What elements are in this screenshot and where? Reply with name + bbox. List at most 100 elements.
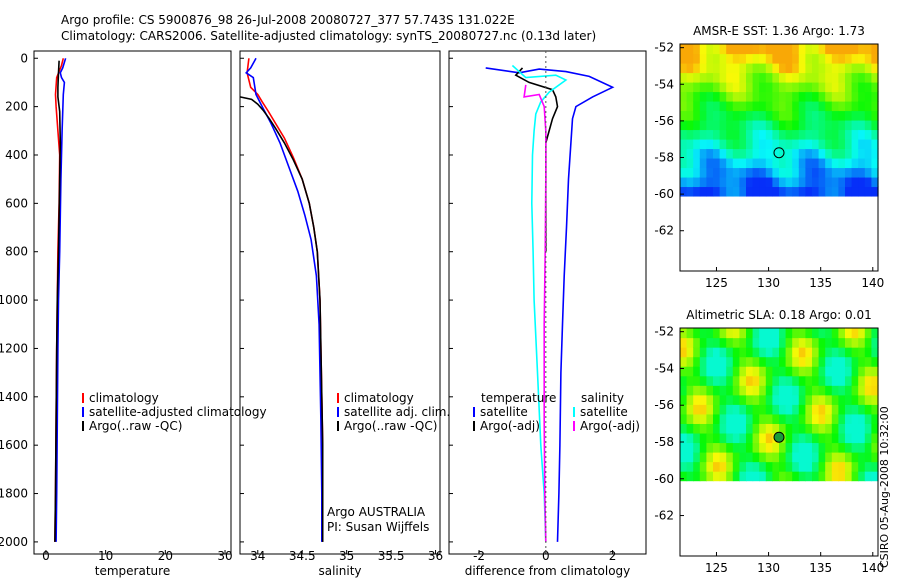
heatmap-cell	[818, 347, 826, 358]
heatmap-cell	[838, 451, 846, 463]
heatmap-cell	[798, 423, 806, 434]
heatmap-cell	[699, 442, 707, 453]
heatmap-cell	[838, 81, 846, 93]
heatmap-cell	[798, 186, 806, 197]
heatmap-cell	[713, 471, 721, 482]
heatmap-cell	[871, 148, 879, 159]
heatmap-cell	[871, 81, 879, 93]
heatmap-cell	[726, 385, 734, 396]
heatmap-cell	[693, 81, 701, 93]
heatmap-cell	[680, 129, 688, 140]
heatmap-cell	[845, 119, 853, 131]
heatmap-cell	[713, 119, 721, 131]
heatmap-cell	[699, 461, 707, 472]
heatmap-cell	[713, 423, 721, 434]
map-y-tick-label: -60	[654, 187, 674, 201]
heatmap-cell	[693, 385, 701, 396]
heatmap-cell	[693, 44, 701, 55]
heatmap-cell	[818, 442, 826, 453]
heatmap-cell	[831, 328, 839, 339]
heatmap-cell	[825, 461, 833, 472]
heatmap-cell	[732, 176, 740, 188]
heatmap-cell	[680, 471, 688, 482]
x-tick-label: 34	[250, 549, 265, 563]
heatmap-cell	[719, 72, 727, 83]
heatmap-cell	[772, 81, 780, 93]
heatmap-cell	[845, 413, 853, 424]
series-line-argo-raw-qc-	[54, 60, 62, 542]
heatmap-cell	[706, 385, 714, 396]
heatmap-cell	[719, 167, 727, 178]
heatmap-cell	[680, 119, 688, 131]
heatmap-cell	[706, 461, 714, 472]
heatmap-cell	[779, 72, 787, 83]
heatmap-cell	[858, 53, 866, 64]
heatmap-cell	[765, 432, 773, 444]
heatmap-cell	[765, 471, 773, 482]
heatmap-cell	[798, 347, 806, 358]
heatmap-cell	[686, 167, 694, 178]
heatmap-cell	[792, 91, 800, 102]
heatmap-cell	[825, 423, 833, 434]
heatmap-cell	[785, 461, 793, 472]
heatmap-cell	[831, 366, 839, 377]
heatmap-cell	[825, 337, 833, 348]
heatmap-cell	[851, 119, 859, 131]
heatmap-cell	[693, 432, 701, 444]
heatmap-cell	[864, 62, 872, 74]
heatmap-cell	[785, 44, 793, 55]
heatmap-cell	[785, 119, 793, 131]
heatmap-cell	[845, 404, 853, 415]
heatmap-cell	[851, 91, 859, 102]
heatmap-cell	[706, 148, 714, 159]
heatmap-cell	[739, 461, 747, 472]
heatmap-cell	[825, 385, 833, 396]
heatmap-cell	[765, 347, 773, 358]
heatmap-cell	[719, 129, 727, 140]
heatmap-cell	[779, 148, 787, 159]
heatmap-cell	[699, 53, 707, 64]
heatmap-cell	[732, 91, 740, 102]
heatmap-cell	[759, 328, 767, 339]
heatmap-cell	[792, 72, 800, 83]
heatmap-cell	[739, 138, 747, 150]
heatmap-cell	[805, 442, 813, 453]
heatmap-cell	[831, 356, 839, 367]
heatmap-cell	[838, 385, 846, 396]
heatmap-cell	[858, 337, 866, 348]
heatmap-cell	[871, 347, 879, 358]
heatmap-cell	[759, 394, 767, 405]
heatmap-cell	[818, 375, 826, 386]
heatmap-cell	[792, 404, 800, 415]
heatmap-cell	[765, 451, 773, 463]
heatmap-cell	[871, 138, 879, 150]
y-tick-label: 1000	[0, 293, 28, 307]
heatmap-cell	[845, 53, 853, 64]
heatmap-cell	[706, 337, 714, 348]
heatmap-cell	[680, 157, 688, 169]
heatmap-cell	[785, 375, 793, 386]
heatmap-cell	[759, 186, 767, 197]
heatmap-cell	[871, 62, 879, 74]
heatmap-cell	[818, 81, 826, 93]
heatmap-cell	[812, 385, 820, 396]
heatmap-cell	[746, 100, 754, 112]
heatmap-cell	[845, 356, 853, 367]
heatmap-cell	[699, 167, 707, 178]
heatmap-cell	[759, 100, 767, 112]
heatmap-cell	[838, 413, 846, 424]
heatmap-cell	[759, 461, 767, 472]
heatmap-cell	[752, 356, 760, 367]
heatmap-cell	[752, 91, 760, 102]
heatmap-cell	[779, 442, 787, 453]
heatmap-cell	[831, 404, 839, 415]
heatmap-cell	[798, 328, 806, 339]
heatmap-cell	[746, 186, 754, 197]
heatmap-cell	[699, 328, 707, 339]
heatmap-cell	[825, 138, 833, 150]
heatmap-cell	[726, 53, 734, 64]
heatmap-cell	[779, 404, 787, 415]
heatmap-cell	[845, 442, 853, 453]
annotation-pi: PI: Susan Wijffels	[327, 520, 429, 534]
